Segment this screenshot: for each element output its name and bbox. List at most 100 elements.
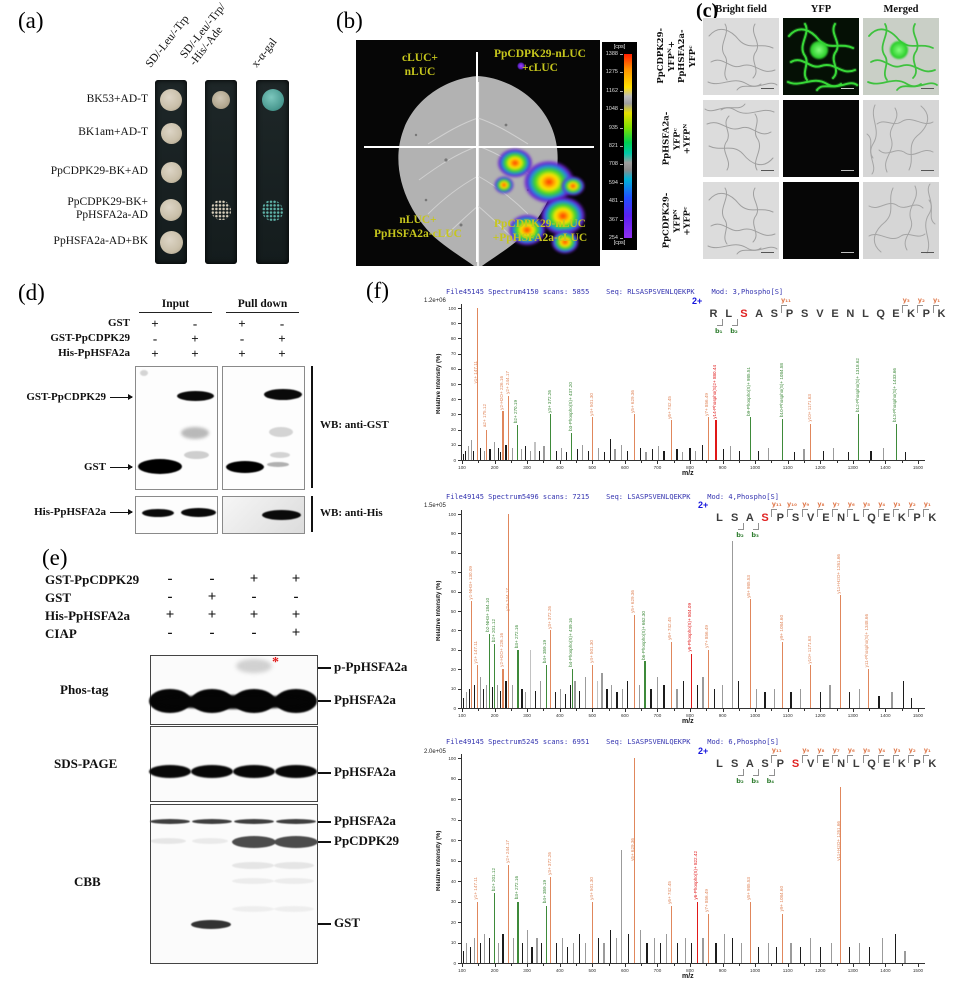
- blot-band: [236, 659, 272, 673]
- y2h-row-label: PpCDPK29-BK+AD: [50, 165, 148, 177]
- blot-band: [192, 819, 232, 824]
- ms2-y-tick-label: 40: [450, 627, 456, 633]
- arrow-right-icon: [110, 507, 133, 517]
- blot-band: [232, 836, 276, 848]
- ms3-x-tick: [820, 964, 822, 967]
- ms1-y-tick: [458, 353, 461, 355]
- ms1-x-tick-label: 500: [588, 465, 597, 470]
- ms1-peak: [512, 447, 514, 460]
- ms2-peak: [529, 649, 531, 708]
- ms2-x-tick-label: 600: [621, 713, 629, 718]
- ms2-y-ion-mark: [832, 509, 839, 517]
- ms2-peak: [539, 680, 541, 708]
- scale-bar: [761, 252, 774, 254]
- ms2-residue-letter: P: [913, 512, 921, 524]
- blot-band: [274, 862, 314, 869]
- scale-bar: [761, 88, 774, 90]
- ms2-y-ion-label: y₄: [878, 500, 886, 508]
- ms2-residue-letter: V: [807, 512, 815, 524]
- phos-assay-condition-value: -: [167, 589, 173, 605]
- ms1-y-tick-label: 80: [450, 335, 456, 341]
- ms3-peak: [466, 942, 468, 963]
- ms3-residue-letter: N: [837, 758, 846, 770]
- ms1-peak: [485, 429, 488, 460]
- blot-band: [233, 765, 275, 778]
- ms3-x-tick: [576, 964, 577, 966]
- pulldown-condition-label: His-PpHSFA2a: [58, 347, 130, 359]
- ms2-peak: [910, 698, 913, 708]
- ms1-peak: [730, 446, 732, 460]
- panel-f-letter: (f): [366, 278, 389, 303]
- ms1-residue-letter: S: [801, 308, 809, 320]
- ms3-peak: [592, 901, 594, 963]
- ms3-x-tick: [527, 964, 528, 967]
- phos-assay-condition-value: -: [251, 589, 257, 605]
- ms3-y-tick: [458, 901, 461, 903]
- ms2-peak: [584, 676, 586, 708]
- ms3-peak: [545, 905, 547, 963]
- ms3-peak: [715, 942, 717, 963]
- ms1-peak: [749, 417, 751, 460]
- ms1-residue-letter: V: [816, 308, 824, 320]
- ms3-x-tick-label: 1000: [750, 968, 761, 973]
- blot-band: [232, 862, 274, 869]
- band-label-text: PpHSFA2a: [334, 692, 396, 707]
- ms2-residue-letter: K: [928, 512, 937, 524]
- ms3-x-tick: [494, 964, 496, 967]
- ms2-y-tick-label: 90: [450, 530, 456, 536]
- ms1-peak: [489, 449, 491, 460]
- ms2-y-ion-label: y₁₁: [771, 500, 782, 508]
- ms1-peak: [822, 450, 825, 460]
- ms1-peak-label: y2+ 244.17: [504, 371, 510, 395]
- ms3-y-ion-mark: [832, 755, 839, 763]
- ms3-x-tick-label: 1200: [815, 968, 826, 973]
- colorbar-tick-label: 1388: [605, 51, 618, 57]
- microscopy-row-label-text: PpHSFA2a-YFPᶜ +YFPᴺ: [661, 111, 693, 165]
- ms2-x-tick: [527, 709, 528, 712]
- ms2-peak: [525, 692, 527, 708]
- gel-label-sds-page: SDS-PAGE: [54, 756, 118, 771]
- scale-bar: [921, 88, 934, 90]
- ms3-peak: [609, 930, 612, 963]
- gel-label-cbb: CBB: [74, 874, 101, 889]
- ms1-peak: [604, 452, 606, 460]
- band-label-gst-cbb: GST: [318, 915, 360, 931]
- ms2-y-tick-label: 70: [450, 569, 456, 575]
- ms1-peak: [883, 447, 885, 460]
- blot-band: [274, 878, 314, 884]
- ms1-y-tick: [458, 444, 461, 446]
- ms2-y-ion-label: y₁: [923, 500, 931, 508]
- ms3-y-tick-label: 40: [450, 878, 456, 884]
- ms3-b-ion-label: b₃: [751, 777, 759, 785]
- ms3-x-tick: [478, 964, 480, 966]
- ms1-x-tick: [510, 461, 512, 463]
- wb-anti-his-label: WB: anti-His: [320, 507, 383, 519]
- ms2-y-ion-label: y₂: [908, 500, 916, 508]
- ms2-header: File49145 Spectrum5496 scans: 7215 Seq: …: [446, 493, 779, 501]
- ms2-x-tick-label: 200: [490, 713, 499, 718]
- ms3-x-tick-label: 1500: [912, 968, 924, 973]
- ms2-peak: [574, 680, 576, 708]
- ms3-x-tick: [787, 964, 789, 967]
- ms1-ymax-label: 1.2e+06: [424, 298, 446, 304]
- ms2-peak: [571, 669, 573, 708]
- ms3-y-ion-label: y₃: [893, 746, 901, 754]
- phos-assay-condition-value: -: [167, 571, 173, 587]
- ms3-peak: [531, 946, 533, 963]
- ms3-y-ion-mark: [923, 755, 930, 763]
- ms2-residue-letter: E: [883, 512, 891, 524]
- colorbar-tick-mark: [620, 54, 623, 55]
- colorbar-gradient: [624, 54, 632, 238]
- ms1-y-ion-mark: [780, 305, 787, 313]
- ms2-peak: [690, 653, 692, 708]
- ms1-peak: [543, 446, 545, 460]
- ms1-peak: [626, 450, 629, 460]
- ms3-x-tick-label: 500: [588, 968, 597, 973]
- ms3-peak-label: y5+ 629.36: [630, 837, 636, 861]
- ms2-y-ion-label: y₆: [847, 500, 855, 508]
- ms1-x-tick-label: 1100: [782, 465, 793, 470]
- ms3-peak: [536, 938, 538, 963]
- ms2-x-tick-label: 1500: [912, 713, 924, 718]
- microscopy-header-merged: Merged: [883, 4, 919, 15]
- colorbar-unit-top: [cps]: [613, 44, 626, 50]
